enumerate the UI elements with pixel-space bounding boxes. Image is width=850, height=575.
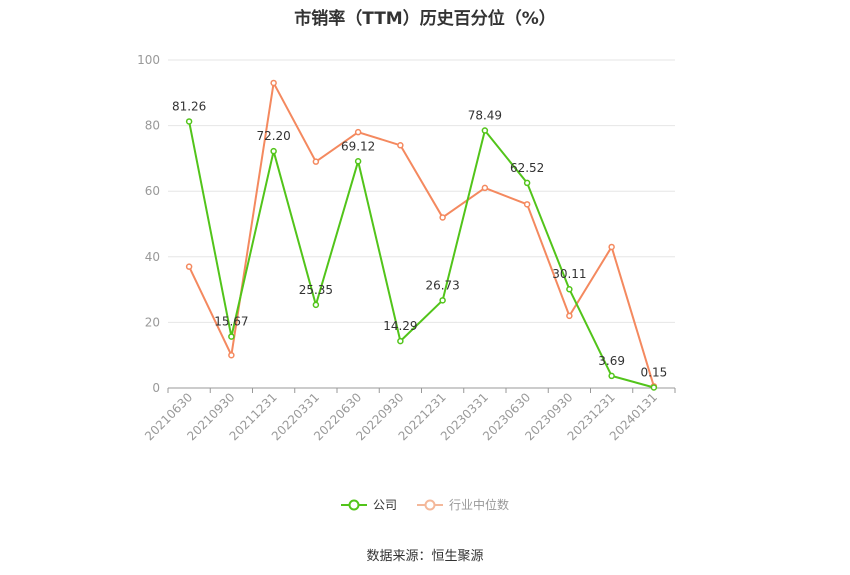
data-point-company [228,333,235,340]
y-tick-label: 0 [152,381,160,395]
data-point-industry-median [523,201,531,208]
data-point-company [439,297,446,304]
data-point-company [481,127,489,134]
legend-industry-label: 行业中位数 [449,498,510,512]
data-label-company: 62.52 [510,161,544,175]
legend-company-marker [340,499,367,510]
gridlines [168,59,675,323]
data-label-company: 25.35 [299,283,333,297]
data-point-industry-median [270,79,277,87]
data-label-company: 0.15 [641,366,668,380]
chart-title: 市销率（TTM）历史百分位（%） [294,9,556,29]
data-label-company: 78.49 [468,109,502,123]
y-tick-label: 20 [145,315,160,329]
legend-company-label: 公司 [372,498,397,512]
data-point-company [608,372,615,380]
data-point-industry-median [439,214,446,221]
data-point-company [354,158,362,165]
legend-item-industry-median[interactable]: 行业中位数 [417,496,509,513]
legend-industry-marker [417,499,443,510]
y-tick-label: 80 [145,119,160,133]
data-label-company: 72.20 [256,129,290,143]
y-tick-label: 40 [145,250,160,264]
data-label-company: 26.73 [425,278,459,292]
y-tick-label: 60 [145,184,160,198]
y-tick-label: 100 [137,53,160,67]
data-point-company [523,179,531,187]
data-point-company [185,118,193,125]
y-axis-ticks: 0 20 40 60 80 100 [137,53,160,395]
data-label-company: 69.12 [341,139,375,153]
data-source: 数据来源：恒生聚源 [366,549,484,564]
x-axis: 2021063020210930202112312022033120220630… [142,387,676,443]
data-point-industry-median [481,184,489,192]
legend-item-company[interactable]: 公司 [340,496,397,513]
data-point-industry-median [608,243,615,251]
series-group [185,79,658,391]
data-point-industry-median [312,158,320,165]
data-point-company [270,147,277,155]
data-point-company [312,301,320,309]
data-point-industry-median [228,351,235,359]
data-labels: 81.26 15.67 72.20 25.35 69.12 14.29 26.73 78.49… [172,99,667,379]
data-label-company: 15.67 [214,315,248,329]
series-line-company [188,121,655,389]
data-label-company: 30.11 [552,267,586,281]
data-label-company: 14.29 [383,319,417,333]
data-label-company: 81.26 [172,99,206,113]
data-point-company [650,384,658,391]
data-label-company: 3.69 [598,354,625,368]
line-chart: 0 20 40 60 80 100 202106302021093020211231202… [137,53,676,443]
legend: 公司 行业中位数 [0,496,850,513]
data-point-industry-median [185,263,193,270]
data-point-company [397,337,404,345]
data-point-industry-median [354,128,362,136]
data-point-company [566,285,573,293]
data-point-industry-median [566,312,573,320]
data-point-industry-median [397,142,404,149]
